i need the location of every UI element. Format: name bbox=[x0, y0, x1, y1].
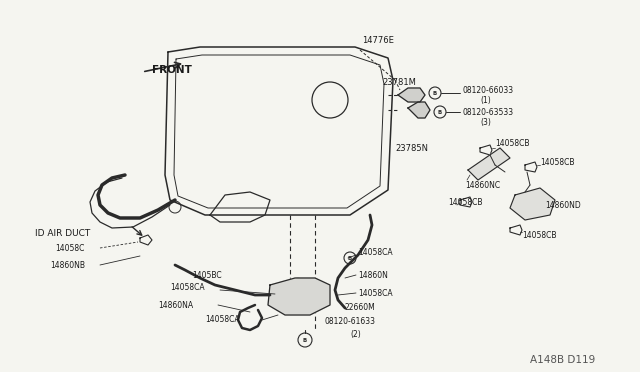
Text: 14860NB: 14860NB bbox=[50, 260, 85, 269]
Polygon shape bbox=[510, 188, 555, 220]
Text: 14776E: 14776E bbox=[362, 35, 394, 45]
Text: 08120-63533: 08120-63533 bbox=[463, 108, 514, 116]
Polygon shape bbox=[398, 88, 425, 102]
Text: FRONT: FRONT bbox=[152, 65, 192, 75]
Text: 23785N: 23785N bbox=[395, 144, 428, 153]
Text: 08120-61633: 08120-61633 bbox=[325, 317, 376, 327]
Text: (3): (3) bbox=[480, 118, 491, 126]
Text: 14860ND: 14860ND bbox=[545, 201, 580, 209]
Text: 14058CA: 14058CA bbox=[358, 247, 392, 257]
Text: A148B D119: A148B D119 bbox=[530, 355, 595, 365]
Text: 1405BC: 1405BC bbox=[192, 270, 221, 279]
Text: 08120-66033: 08120-66033 bbox=[463, 86, 514, 94]
Text: B: B bbox=[348, 256, 352, 260]
Text: 14058CB: 14058CB bbox=[522, 231, 557, 240]
Text: 22660M: 22660M bbox=[345, 304, 376, 312]
Text: 14058C: 14058C bbox=[55, 244, 84, 253]
Text: (1): (1) bbox=[480, 96, 491, 105]
Text: 14058CA: 14058CA bbox=[358, 289, 392, 298]
Text: B: B bbox=[433, 90, 437, 96]
Polygon shape bbox=[408, 102, 430, 118]
Polygon shape bbox=[468, 148, 510, 180]
Text: 14058CB: 14058CB bbox=[495, 138, 529, 148]
Text: ID AIR DUCT: ID AIR DUCT bbox=[35, 228, 90, 237]
Text: 14860NA: 14860NA bbox=[158, 301, 193, 310]
Text: 14860NC: 14860NC bbox=[465, 180, 500, 189]
Text: 14058CB: 14058CB bbox=[448, 198, 483, 206]
Text: 14860N: 14860N bbox=[358, 270, 388, 279]
Text: 14058CA: 14058CA bbox=[170, 283, 205, 292]
Text: (2): (2) bbox=[350, 330, 361, 340]
Text: 14058CA: 14058CA bbox=[205, 315, 239, 324]
Polygon shape bbox=[268, 278, 330, 315]
Text: B: B bbox=[438, 109, 442, 115]
Text: 23781M: 23781M bbox=[382, 77, 416, 87]
Text: B: B bbox=[303, 337, 307, 343]
Text: 14058CB: 14058CB bbox=[540, 157, 575, 167]
